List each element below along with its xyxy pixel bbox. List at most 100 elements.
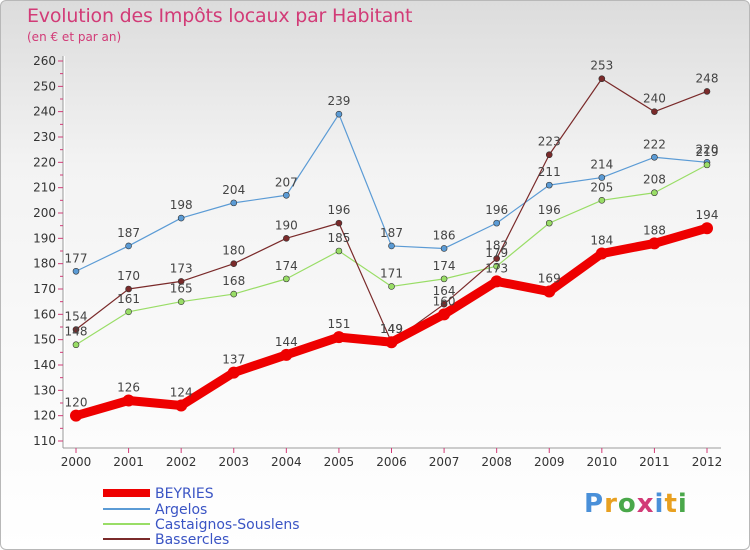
data-label: 151: [327, 317, 350, 331]
data-label: 174: [433, 259, 456, 273]
legend-label: BEYRIES: [155, 486, 214, 502]
y-tick-label: 210: [33, 181, 56, 195]
data-label: 165: [170, 282, 193, 296]
data-label: 187: [380, 226, 403, 240]
y-tick-label: 140: [33, 358, 56, 372]
data-point: [703, 161, 711, 169]
data-label: 148: [65, 325, 88, 339]
data-point: [440, 245, 448, 252]
chart-title: Evolution des Impôts locaux par Habitant: [27, 5, 413, 27]
data-point: [72, 267, 80, 275]
data-label: 240: [643, 92, 666, 106]
x-tick-label: 2003: [218, 455, 249, 469]
y-tick-label: 160: [33, 307, 56, 321]
data-point: [438, 308, 451, 321]
data-label: 184: [590, 234, 613, 248]
data-point: [283, 191, 290, 199]
data-label: 179: [485, 246, 508, 260]
data-label: 223: [538, 135, 561, 149]
data-label: 190: [275, 218, 298, 232]
data-label: 137: [222, 353, 245, 367]
y-tick-label: 150: [33, 333, 56, 347]
data-point: [283, 235, 290, 242]
data-point: [701, 222, 713, 235]
data-label: 196: [327, 203, 350, 217]
y-tick-label: 180: [33, 257, 56, 271]
data-label: 170: [117, 269, 140, 283]
data-label: 198: [170, 198, 193, 212]
x-tick-label: 2002: [166, 455, 197, 469]
data-point: [490, 275, 503, 288]
data-label: 196: [485, 203, 508, 217]
data-point: [388, 242, 395, 250]
data-point: [651, 153, 658, 161]
data-label: 188: [643, 223, 666, 237]
data-point: [335, 110, 343, 118]
y-tick-label: 250: [33, 79, 56, 93]
y-tick-label: 220: [33, 155, 56, 169]
legend-label: Bassercles: [155, 532, 229, 548]
y-tick-label: 260: [33, 54, 56, 68]
data-point: [598, 197, 606, 204]
data-point: [545, 219, 553, 227]
x-tick-label: 2004: [271, 455, 302, 469]
data-point: [440, 300, 448, 308]
data-label: 222: [643, 137, 666, 151]
data-point: [595, 247, 608, 260]
x-tick-label: 2005: [324, 455, 355, 469]
data-point: [332, 331, 345, 344]
y-tick-label: 240: [33, 105, 56, 119]
legend-label: Castaignos-Souslens: [155, 517, 300, 533]
data-label: 219: [696, 145, 719, 159]
legend-label: Argelos: [155, 502, 207, 518]
data-point: [283, 275, 290, 283]
data-label: 120: [65, 396, 88, 410]
data-label: 173: [485, 261, 508, 275]
y-tick-label: 200: [33, 206, 56, 220]
data-point: [335, 219, 343, 227]
y-tick-label: 130: [33, 383, 56, 397]
data-point: [545, 181, 553, 189]
x-tick-label: 2006: [376, 455, 407, 469]
data-point: [125, 308, 132, 316]
data-point: [280, 348, 293, 361]
x-tick-label: 2001: [113, 455, 144, 469]
data-point: [651, 189, 658, 197]
data-point: [177, 278, 185, 285]
data-label: 171: [380, 266, 403, 280]
data-point: [543, 285, 556, 298]
chart-subtitle: (en € et par an): [27, 30, 122, 44]
data-point: [598, 75, 606, 83]
data-label: 144: [275, 335, 298, 349]
data-label: 248: [696, 71, 719, 85]
data-point: [125, 242, 132, 250]
x-tick-label: 2007: [429, 455, 460, 469]
data-label: 124: [170, 386, 193, 400]
x-tick-label: 2012: [692, 455, 723, 469]
data-label: 186: [433, 228, 456, 242]
data-label: 253: [590, 59, 613, 73]
y-tick-label: 190: [33, 231, 56, 245]
data-label: 149: [380, 322, 403, 336]
data-point: [230, 199, 238, 207]
data-label: 177: [65, 251, 88, 265]
data-point: [493, 219, 500, 227]
y-tick-label: 170: [33, 282, 56, 296]
data-label: 164: [433, 284, 456, 298]
data-label: 211: [538, 165, 561, 179]
data-label: 194: [696, 208, 719, 222]
data-label: 208: [643, 173, 666, 187]
data-label: 205: [590, 180, 613, 194]
data-point: [493, 262, 500, 270]
data-label: 239: [327, 94, 350, 108]
data-point: [545, 151, 553, 159]
x-tick-label: 2008: [481, 455, 512, 469]
data-label: 220: [696, 142, 719, 156]
data-point: [72, 341, 80, 349]
proxiti-logo: Proxiti: [584, 489, 688, 519]
data-label: 214: [590, 158, 613, 172]
data-point: [177, 214, 185, 222]
data-point: [493, 255, 500, 262]
x-tick-label: 2000: [61, 455, 92, 469]
